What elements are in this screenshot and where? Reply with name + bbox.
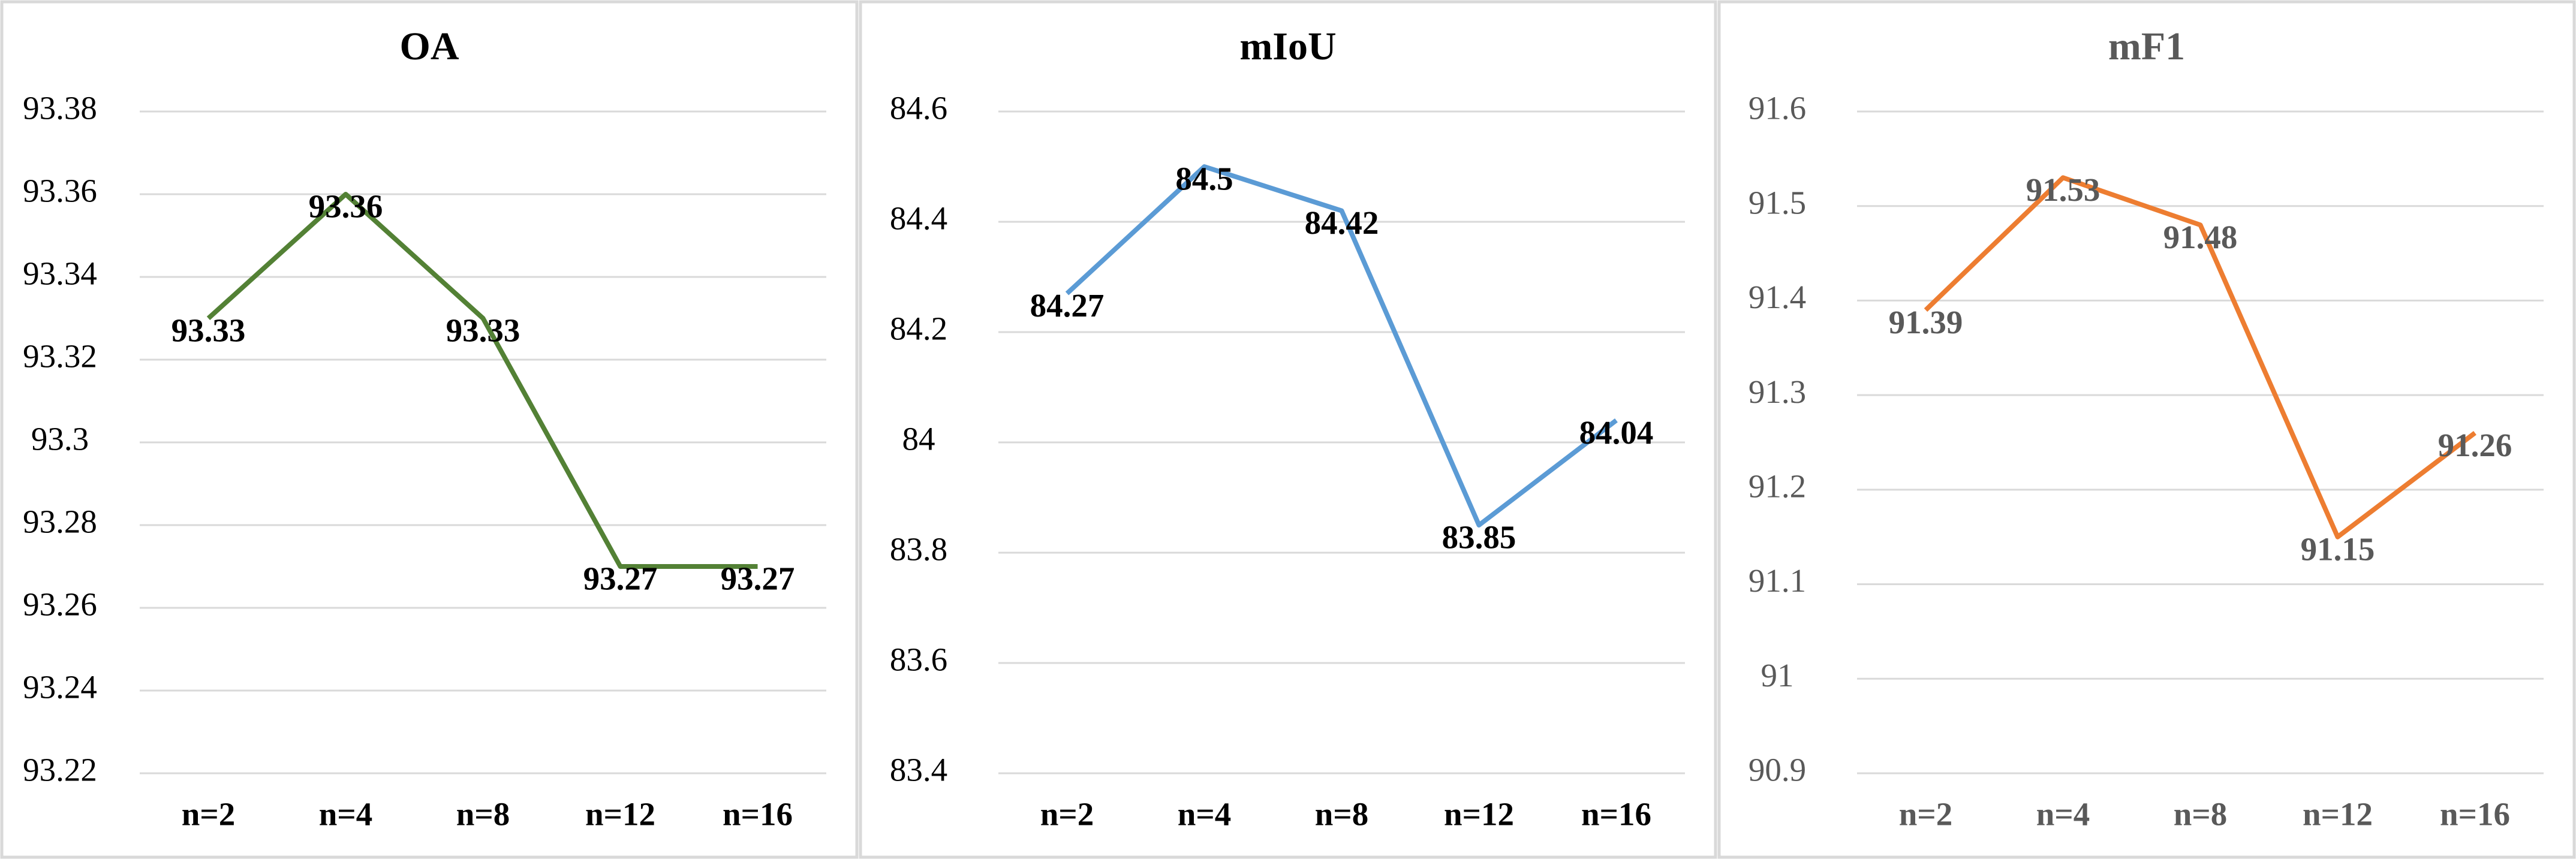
x-tick-label: n=16 [723, 796, 793, 833]
data-label: 93.33 [171, 312, 246, 349]
y-tick-label: 84.6 [890, 90, 947, 126]
x-tick-label: n=2 [1040, 796, 1094, 833]
x-tick-label: n=16 [2440, 796, 2510, 833]
chart-title: mF1 [2108, 25, 2185, 68]
y-tick-label: 83.6 [890, 641, 947, 678]
chart-title: mIoU [1239, 25, 1336, 68]
data-label: 93.27 [583, 560, 658, 597]
data-label: 84.04 [1579, 414, 1654, 451]
x-tick-label: n=4 [319, 796, 372, 833]
x-tick-label: n=4 [1178, 796, 1231, 833]
data-label: 91.26 [2438, 427, 2512, 463]
chart-panel: OA 93.22 93.24 93.26 93.28 93.3 93.32 93.34 93.3… [0, 0, 859, 859]
chart-title: OA [400, 25, 459, 68]
y-tick-label: 91.6 [1749, 90, 1806, 126]
panel-border [0, 0, 859, 859]
data-label: 84.27 [1030, 287, 1105, 324]
y-tick-label: 93.24 [23, 669, 97, 706]
x-tick-label: n=8 [1315, 796, 1368, 833]
y-tick-label: 91.5 [1749, 184, 1806, 221]
y-tick-label: 84 [902, 421, 935, 457]
y-tick-label: 93.36 [23, 173, 97, 209]
y-tick-label: 84.2 [890, 311, 947, 347]
y-tick-label: 83.4 [890, 752, 947, 788]
x-tick-label: n=12 [1444, 796, 1514, 833]
x-tick-label: n=8 [456, 796, 510, 833]
x-tick-label: n=12 [585, 796, 655, 833]
x-tick-label: n=2 [182, 796, 235, 833]
y-tick-label: 83.8 [890, 531, 947, 568]
panel-border [1717, 0, 2576, 859]
x-tick-label: n=2 [1899, 796, 1952, 833]
data-label: 91.48 [2163, 219, 2238, 255]
data-label: 93.33 [446, 312, 520, 349]
data-label: 91.53 [2026, 171, 2100, 208]
data-label: 84.5 [1175, 161, 1233, 197]
data-label: 93.27 [721, 560, 795, 597]
data-label: 83.85 [1442, 519, 1516, 556]
chart-panel: mF1 90.9 91 91.1 91.2 91.3 91.4 91.5 91.6 n=2 n=4 n… [1717, 0, 2576, 859]
y-tick-label: 91.4 [1749, 279, 1806, 315]
y-tick-label: 93.22 [23, 752, 97, 788]
y-tick-label: 93.34 [23, 255, 97, 292]
panel-border [859, 0, 1717, 859]
y-tick-label: 90.9 [1749, 752, 1806, 788]
x-tick-label: n=16 [1581, 796, 1651, 833]
data-line [1924, 175, 2476, 539]
y-tick-label: 93.32 [23, 338, 97, 375]
y-tick-label: 93.28 [23, 504, 97, 540]
x-tick-label: n=12 [2303, 796, 2373, 833]
y-tick-label: 91.1 [1749, 562, 1806, 599]
y-tick-label: 84.4 [890, 200, 947, 237]
data-line [206, 192, 758, 569]
chart-panel: mIoU 83.4 83.6 83.8 84 84.2 84.4 84.6 n=2 n=4 n=8 n… [859, 0, 1717, 859]
y-tick-label: 93.38 [23, 90, 97, 126]
y-tick-label: 93.3 [31, 421, 89, 457]
x-tick-label: n=8 [2174, 796, 2227, 833]
data-label: 84.42 [1305, 204, 1379, 241]
data-line [1065, 164, 1618, 528]
data-label: 91.15 [2301, 531, 2375, 567]
data-label: 93.36 [309, 188, 383, 225]
data-label: 91.39 [1889, 304, 1963, 340]
y-tick-label: 91 [1761, 657, 1794, 694]
y-tick-label: 91.2 [1749, 468, 1806, 504]
y-tick-label: 93.26 [23, 586, 97, 623]
y-tick-label: 91.3 [1749, 373, 1806, 410]
x-tick-label: n=4 [2036, 796, 2090, 833]
